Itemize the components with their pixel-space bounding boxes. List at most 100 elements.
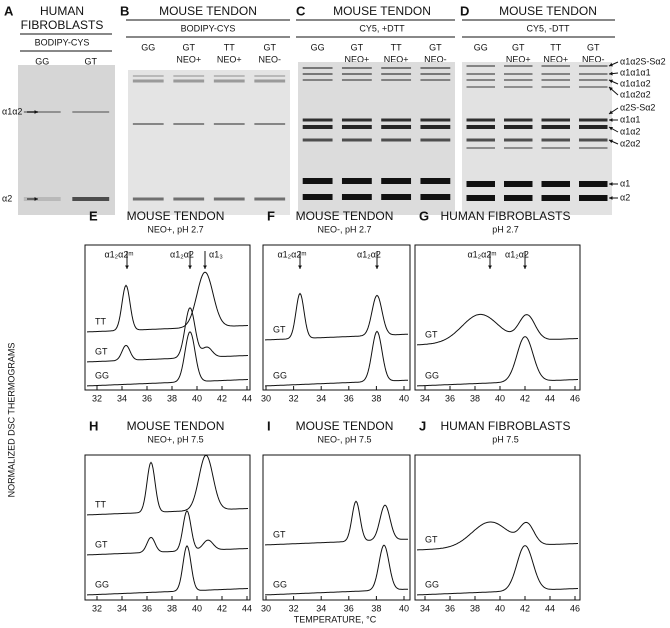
gel-band bbox=[132, 79, 164, 83]
panel-title: MOUSE TENDON bbox=[296, 209, 394, 223]
x-tick-label: 34 bbox=[117, 393, 127, 403]
band-label: α2 bbox=[2, 193, 12, 203]
x-tick-label: 36 bbox=[142, 393, 152, 403]
band-label: α1α2S-Sα2 bbox=[620, 56, 666, 66]
x-tick-label: 40 bbox=[495, 603, 505, 613]
panel-subtitle: CY5, -DTT bbox=[526, 23, 570, 33]
x-tick-label: 32 bbox=[289, 603, 299, 613]
x-tick-label: 32 bbox=[289, 393, 299, 403]
gel-band bbox=[579, 118, 608, 122]
lane-label: TT bbox=[391, 42, 402, 52]
x-tick-label: 46 bbox=[570, 393, 580, 403]
x-tick-label: 38 bbox=[371, 603, 381, 613]
gel-band bbox=[302, 125, 333, 129]
thermogram bbox=[87, 545, 248, 596]
gel-band bbox=[466, 195, 495, 201]
x-tick-label: 44 bbox=[242, 393, 252, 403]
curve-label: GG bbox=[425, 370, 439, 380]
thermogram bbox=[265, 292, 408, 341]
arrow-head bbox=[375, 265, 379, 269]
gel-band bbox=[579, 79, 608, 81]
curve-label: GG bbox=[95, 579, 109, 589]
panel-letter: B bbox=[120, 3, 129, 18]
x-tick-label: 32 bbox=[92, 393, 102, 403]
gel-band bbox=[132, 75, 164, 77]
arrow-head bbox=[609, 118, 613, 122]
gel-band bbox=[173, 79, 205, 83]
panel-letter: C bbox=[296, 3, 306, 18]
gel-band bbox=[23, 197, 61, 201]
gel-band bbox=[420, 67, 451, 69]
lane-label: GG bbox=[311, 42, 325, 52]
panel-letter: I bbox=[267, 418, 271, 433]
curve-label: TT bbox=[95, 316, 106, 326]
lane-label: NEO+ bbox=[384, 54, 409, 64]
x-tick-label: 36 bbox=[142, 603, 152, 613]
arrow-head bbox=[609, 196, 613, 200]
gel-band bbox=[466, 147, 495, 149]
arrow-head bbox=[488, 265, 492, 269]
x-tick-label: 34 bbox=[117, 603, 127, 613]
peak-label: α1₂α2 bbox=[170, 249, 194, 259]
arrow-head bbox=[609, 79, 613, 84]
x-tick-label: 30 bbox=[261, 393, 271, 403]
x-tick-label: 38 bbox=[167, 603, 177, 613]
panel-subtitle: pH 7.5 bbox=[492, 434, 519, 444]
gel-band bbox=[381, 79, 412, 81]
gel-band bbox=[466, 65, 495, 67]
lane-label: NEO- bbox=[259, 54, 282, 64]
gel-band bbox=[23, 111, 61, 113]
gel-band bbox=[302, 118, 333, 122]
plot-frame bbox=[262, 244, 411, 391]
lane-label: GT bbox=[429, 42, 442, 52]
arrow-head bbox=[609, 87, 613, 91]
x-tick-label: 38 bbox=[470, 393, 480, 403]
band-label: α2 bbox=[620, 192, 630, 202]
x-tick-label: 38 bbox=[371, 393, 381, 403]
panel-subtitle: NEO+, pH 2.7 bbox=[147, 224, 203, 234]
plot-frame bbox=[414, 454, 581, 601]
lane-label: GT bbox=[264, 42, 277, 52]
gel-band bbox=[466, 73, 495, 75]
gel-band bbox=[420, 194, 451, 200]
panel-title: HUMAN FIBROBLASTS bbox=[440, 419, 570, 433]
thermogram bbox=[417, 545, 578, 596]
band-label: α2S-Sα2 bbox=[620, 102, 655, 112]
gel-band bbox=[466, 138, 495, 142]
thermogram bbox=[87, 271, 248, 333]
lane-label: NEO+ bbox=[344, 54, 369, 64]
gel-band bbox=[213, 123, 245, 125]
panel-title: MOUSE TENDON bbox=[333, 4, 431, 18]
gel-band bbox=[541, 79, 570, 81]
arrow-head bbox=[609, 62, 613, 67]
thermogram bbox=[416, 313, 578, 346]
gel-band bbox=[302, 79, 333, 81]
arrow-head bbox=[34, 197, 38, 201]
band-label: α1α1 bbox=[620, 114, 640, 124]
curve-label: GG bbox=[425, 579, 439, 589]
gel-band bbox=[504, 181, 533, 187]
gel-band bbox=[341, 125, 372, 129]
lane-label: TT bbox=[224, 42, 235, 52]
gel-band bbox=[381, 73, 412, 75]
gel-band bbox=[579, 86, 608, 88]
band-label: α1α2 bbox=[620, 126, 640, 136]
x-tick-label: 40 bbox=[399, 393, 409, 403]
gel-band bbox=[466, 125, 495, 129]
lane-label: GG bbox=[141, 42, 155, 52]
panel-subtitle: NEO-, pH 2.7 bbox=[317, 224, 371, 234]
panel-subtitle: BODIPY-CYS bbox=[181, 23, 236, 33]
gel-band bbox=[504, 138, 533, 142]
curve-label: GG bbox=[273, 579, 287, 589]
lane-label: NEO+ bbox=[543, 54, 568, 64]
lane-label: GG bbox=[474, 42, 488, 52]
thermogram bbox=[87, 307, 248, 363]
gel-band bbox=[541, 147, 570, 149]
gel-band bbox=[302, 178, 333, 184]
gel-band bbox=[579, 125, 608, 129]
gel-band bbox=[541, 181, 570, 187]
x-tick-label: 40 bbox=[399, 603, 409, 613]
gel-band bbox=[420, 118, 451, 122]
curve-label: GT bbox=[95, 346, 108, 356]
gel-band bbox=[504, 86, 533, 88]
